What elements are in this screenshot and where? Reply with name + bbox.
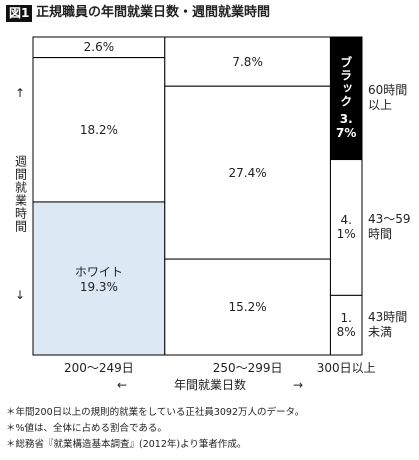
arrow-down: ↓ xyxy=(14,288,26,302)
arrow-right: → xyxy=(292,378,304,392)
cell-label: 7.8% xyxy=(165,37,331,86)
x-tick-label: 300日以上 xyxy=(316,361,376,375)
chart-title: 正規職員の年間就業日数・週間就業時間 xyxy=(36,5,271,20)
cell-label: 4.1% xyxy=(330,160,362,296)
cell xyxy=(164,258,331,356)
cell-label: 1.8% xyxy=(330,295,362,355)
cell-label: 27.4% xyxy=(165,86,331,259)
cell xyxy=(32,57,166,203)
cell xyxy=(164,36,331,87)
value-label: 18.2% xyxy=(79,122,118,137)
y-axis-label-text: 週間就業時間 xyxy=(13,155,28,233)
row-label: 60時間 以上 xyxy=(368,83,408,113)
x-axis-label: 年間就業日数 xyxy=(173,378,246,392)
cell-label: ブラック 3.7% xyxy=(330,37,362,160)
note: ＊年間200日以上の規則的就業をしている正社員3092万人のデータ。 xyxy=(6,407,305,418)
value-label: 27.4% xyxy=(228,165,267,180)
annotation: ホワイト xyxy=(74,264,123,279)
cell-label: 18.2% xyxy=(33,58,165,202)
cell xyxy=(329,159,363,296)
x-tick-label: 250〜299日 xyxy=(212,361,283,375)
cell xyxy=(32,201,166,356)
cell-label: 15.2% xyxy=(165,259,331,355)
note: ＊総務省『就業構造基本調査』(2012年)より筆者作成。 xyxy=(6,439,247,450)
cell-label: 2.6% xyxy=(33,37,165,58)
cell xyxy=(164,85,331,260)
row-label: 43〜59 時間 xyxy=(368,212,411,242)
cell-label: ホワイト 19.3% xyxy=(33,202,165,355)
value-label: 3.7% xyxy=(336,112,357,141)
annotation: ブラック xyxy=(338,56,353,109)
arrow-left: ← xyxy=(116,378,128,392)
row-label: 43時間 未満 xyxy=(368,310,408,340)
cell xyxy=(329,294,363,356)
value-label: 19.3% xyxy=(79,279,118,294)
arrow-up: ↑ xyxy=(14,86,26,100)
x-tick-label: 200〜249日 xyxy=(63,361,134,375)
value-label: 15.2% xyxy=(228,300,267,315)
note: ＊%値は、全体に占める割合である。 xyxy=(6,423,167,434)
value-label: 4.1% xyxy=(336,213,356,242)
value-label: 1.8% xyxy=(336,311,356,340)
figure-label: 図1 xyxy=(6,5,33,22)
y-axis-label: 週間就業時間 xyxy=(12,155,28,237)
value-label: 7.8% xyxy=(232,54,263,69)
value-label: 2.6% xyxy=(83,40,115,55)
